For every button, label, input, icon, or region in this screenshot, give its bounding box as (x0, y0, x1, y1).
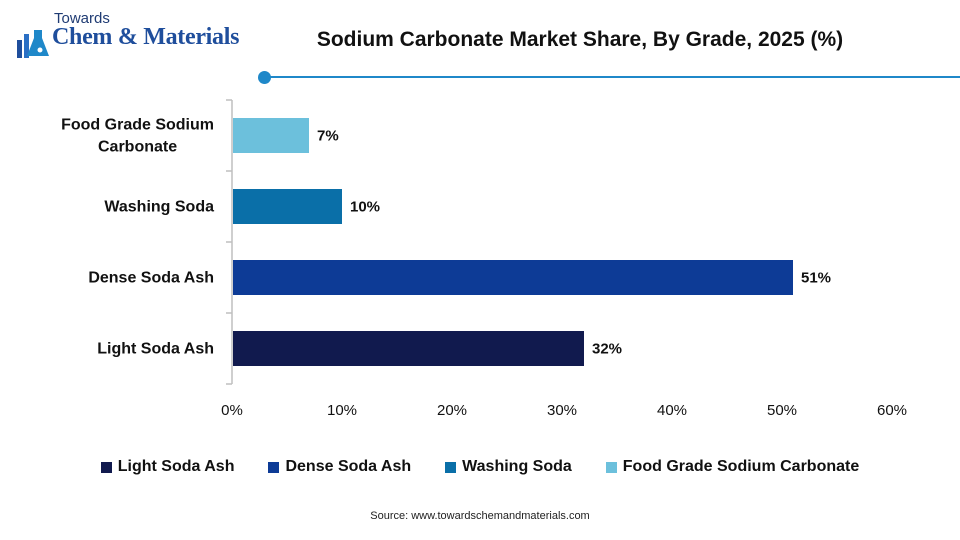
legend-item: Washing Soda (445, 458, 572, 476)
legend-swatch (100, 461, 112, 473)
flask-icon (17, 30, 49, 58)
bar-washing-soda (233, 189, 342, 224)
category-label: Light Soda Ash (97, 341, 214, 358)
x-tick-label: 20% (437, 402, 467, 419)
bar-food-grade-sodium-carbonate (233, 118, 309, 153)
legend-item: Food Grade Sodium Carbonate (605, 458, 860, 476)
legend-item: Dense Soda Ash (268, 458, 411, 476)
legend-swatch (605, 461, 617, 473)
category-label: Food Grade Sodium (61, 117, 214, 134)
x-tick-label: 50% (767, 402, 797, 419)
x-tick-label: 60% (877, 402, 907, 419)
legend-label: Light Soda Ash (117, 458, 235, 475)
legend-label: Food Grade Sodium Carbonate (622, 458, 860, 475)
data-label: 10% (350, 199, 380, 216)
title-accent-dot (258, 71, 271, 84)
x-tick-label: 30% (547, 402, 577, 419)
brand-logo: Towards Chem & Materials (14, 8, 254, 64)
legend-label: Washing Soda (462, 458, 572, 475)
legend-label: Dense Soda Ash (285, 458, 412, 475)
logo-main-text: Chem & Materials (52, 24, 240, 50)
legend-swatch (268, 461, 280, 473)
bar-light-soda-ash (233, 331, 584, 366)
legend-swatch (445, 461, 457, 473)
x-tick-label: 10% (327, 402, 357, 419)
x-tick-label: 0% (221, 402, 243, 419)
source-note: Source: www.towardschemandmaterials.com (370, 510, 590, 522)
data-label: 32% (592, 341, 622, 358)
category-label: Carbonate (98, 139, 177, 156)
bar-dense-soda-ash (233, 260, 793, 295)
title-accent-line (266, 76, 960, 78)
chart-title: Sodium Carbonate Market Share, By Grade,… (316, 28, 844, 51)
category-label: Dense Soda Ash (88, 270, 214, 287)
logo-top-text: Towards (54, 10, 110, 27)
chart-legend: Light Soda Ash Dense Soda Ash Washing Soda… (0, 458, 960, 476)
x-tick-label: 40% (657, 402, 687, 419)
bar-chart: 7% Food Grade Sodium Carbonate 10% Washing S… (61, 99, 907, 419)
legend-item: Light Soda Ash (100, 458, 235, 476)
data-label: 7% (317, 128, 339, 145)
data-label: 51% (801, 270, 831, 287)
category-label: Washing Soda (104, 199, 214, 216)
